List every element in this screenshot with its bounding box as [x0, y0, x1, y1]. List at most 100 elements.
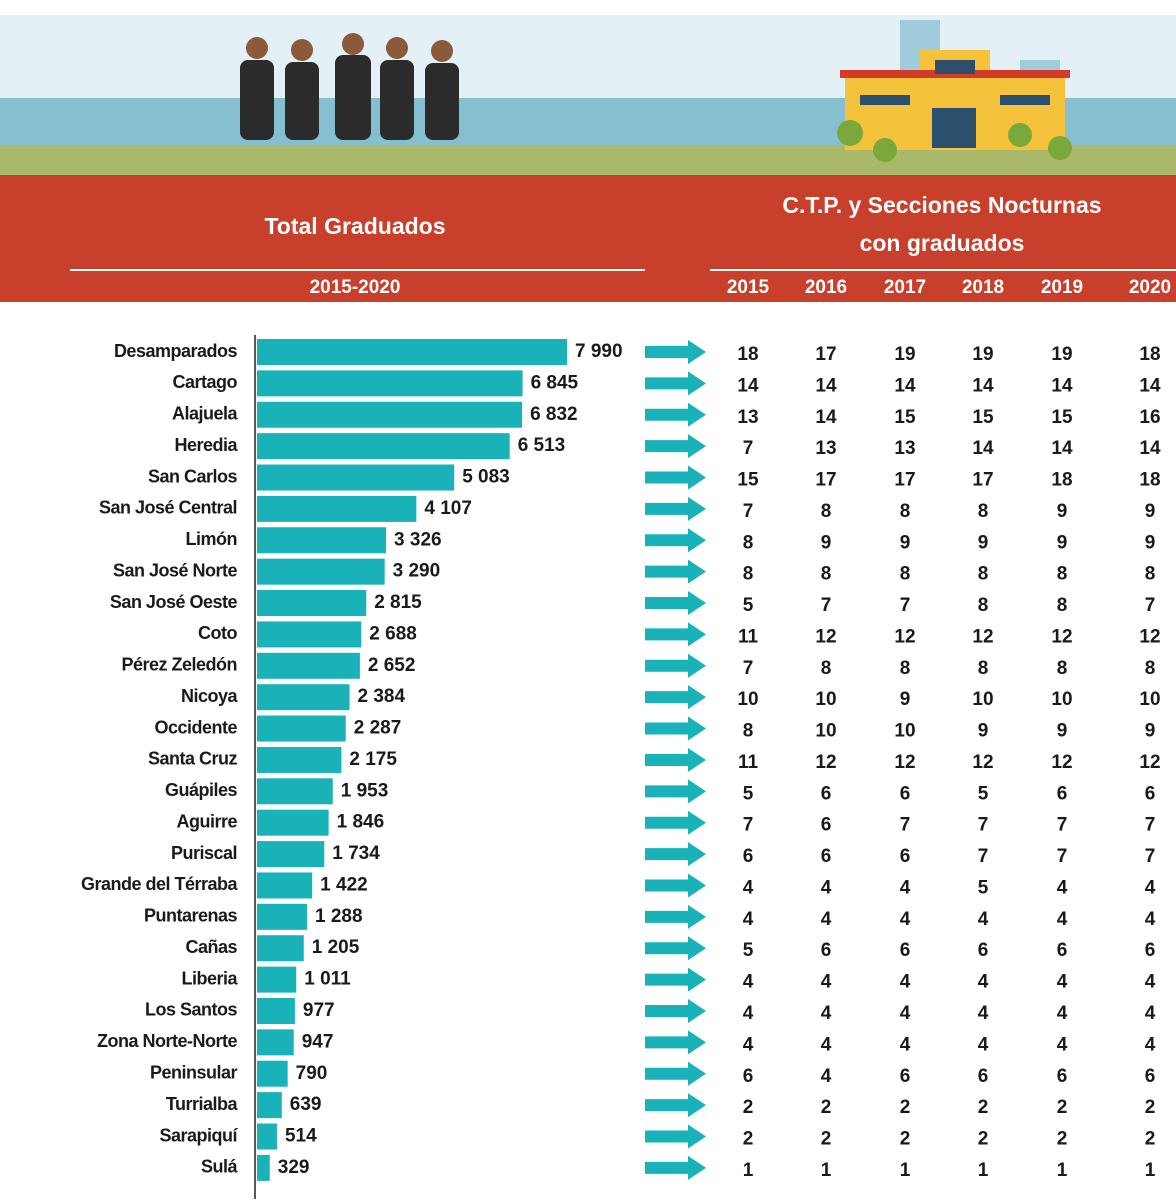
table-cell: 9	[900, 689, 911, 710]
table-cell: 2	[743, 1097, 754, 1118]
table-cell: 4	[1145, 1034, 1156, 1055]
bar	[257, 1154, 270, 1181]
table-cell: 4	[1057, 909, 1068, 930]
table-cell: 12	[1139, 626, 1160, 647]
table-cell: 13	[737, 407, 758, 428]
table-cell: 4	[900, 1034, 911, 1055]
bar	[257, 433, 510, 460]
column-header: 2016	[805, 277, 847, 298]
category-label: San José Central	[99, 498, 237, 518]
table-cell: 8	[1057, 658, 1068, 679]
bar	[257, 1123, 277, 1150]
table-cell: 7	[743, 501, 754, 522]
value-label: 6 832	[530, 404, 578, 425]
table-cell: 10	[815, 721, 836, 742]
arrow	[645, 716, 706, 741]
table-cell: 4	[900, 877, 911, 898]
table-cell: 6	[1057, 1066, 1068, 1087]
table-cell: 4	[978, 1003, 989, 1024]
table-cell: 9	[1057, 501, 1068, 522]
bar	[257, 590, 367, 617]
table-cell: 10	[737, 689, 758, 710]
table-cell: 10	[1051, 689, 1072, 710]
table-cell: 5	[978, 783, 989, 804]
bar	[257, 1060, 288, 1087]
arrow	[645, 685, 706, 710]
table-cell: 9	[1057, 721, 1068, 742]
table-cell: 10	[894, 721, 915, 742]
value-label: 639	[290, 1094, 322, 1115]
table-cell: 6	[821, 846, 832, 867]
table-cell: 11	[738, 626, 759, 647]
table-cell: 9	[1145, 532, 1156, 553]
table-cell: 8	[900, 564, 911, 585]
table-cell: 7	[743, 815, 754, 836]
table-cell: 2	[821, 1129, 832, 1150]
value-label: 790	[296, 1063, 328, 1084]
arrow	[645, 873, 706, 898]
category-label: Cartago	[172, 372, 237, 392]
table-cell: 9	[900, 532, 911, 553]
table-cell: 2	[900, 1097, 911, 1118]
arrow	[645, 559, 706, 584]
category-label: Heredia	[174, 435, 238, 455]
period: 2015-2020	[310, 277, 401, 298]
table-cell: 4	[978, 972, 989, 993]
value-label: 6 845	[531, 372, 579, 393]
value-label: 977	[303, 1000, 335, 1021]
table-cell: 14	[1051, 438, 1073, 459]
category-label: Cañas	[185, 937, 237, 957]
category-label: Zona Norte-Norte	[97, 1031, 237, 1051]
table-cell: 6	[821, 940, 832, 961]
bar	[257, 652, 360, 679]
table-cell: 12	[1139, 752, 1160, 773]
bar	[257, 495, 417, 522]
value-label: 2 287	[354, 718, 402, 739]
table-cell: 5	[743, 595, 754, 616]
table-cell: 15	[1051, 407, 1073, 428]
title-right: C.T.P. y Secciones Nocturnas	[782, 192, 1101, 218]
bar	[257, 527, 387, 554]
value-label: 1 011	[304, 969, 351, 990]
arrow	[645, 528, 706, 553]
table-cell: 6	[978, 1066, 989, 1087]
value-label: 2 384	[357, 686, 405, 707]
table-cell: 5	[743, 783, 754, 804]
table-cell: 18	[1051, 470, 1072, 491]
bar	[257, 935, 304, 962]
table-cell: 6	[1145, 1066, 1156, 1087]
bar	[257, 1092, 282, 1119]
bar	[257, 401, 523, 428]
category-label: Peninsular	[150, 1062, 238, 1082]
bar	[257, 1029, 294, 1056]
category-label: Guápiles	[165, 780, 238, 800]
table-cell: 12	[815, 752, 836, 773]
value-label: 2 688	[369, 623, 417, 644]
arrow	[645, 340, 706, 364]
value-label: 2 175	[349, 749, 397, 770]
table-cell: 8	[821, 564, 832, 585]
arrow	[645, 591, 706, 616]
table-cell: 8	[978, 564, 989, 585]
value-label: 2 652	[368, 655, 416, 676]
table-cell: 7	[1145, 815, 1156, 836]
table-cell: 4	[743, 972, 754, 993]
category-label: Santa Cruz	[148, 749, 238, 769]
bar	[257, 966, 297, 993]
arrow	[645, 1124, 706, 1149]
table-cell: 9	[1145, 721, 1156, 742]
value-label: 1 205	[312, 937, 360, 958]
table-cell: 4	[821, 1066, 832, 1087]
category-label: Sulá	[201, 1157, 239, 1177]
table-cell: 8	[743, 721, 754, 742]
table-cell: 12	[815, 626, 836, 647]
value-label: 514	[285, 1126, 317, 1147]
value-label: 5 083	[462, 467, 510, 488]
arrow	[645, 967, 706, 992]
bar	[257, 339, 567, 365]
category-label: Los Santos	[145, 1000, 238, 1020]
table-cell: 7	[1145, 846, 1156, 867]
table-cell: 6	[900, 940, 911, 961]
table-cell: 4	[743, 877, 754, 898]
table-cell: 6	[1145, 940, 1156, 961]
